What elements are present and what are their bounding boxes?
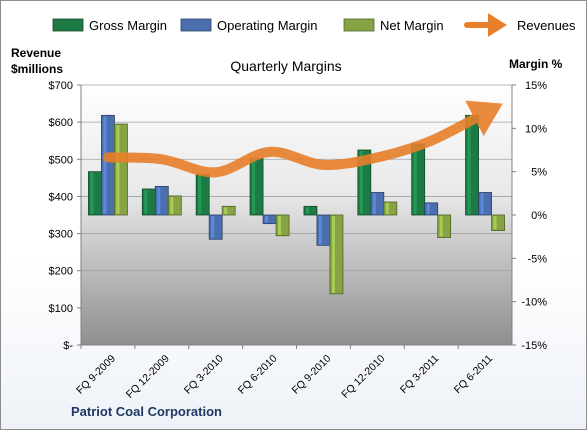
bar-operating-margin (154, 185, 169, 216)
left-tick-label: $500 (49, 154, 73, 166)
bar-highlight (467, 116, 471, 214)
bar-highlight (426, 203, 430, 214)
legend-label-operating-margin: Operating Margin (217, 18, 317, 33)
left-tick-label: $100 (49, 303, 73, 315)
bar-highlight (90, 172, 94, 214)
bar-net-margin (275, 214, 290, 237)
x-category-label: FQ 9-2010 (290, 353, 334, 397)
bar-highlight (198, 175, 202, 214)
left-tick-label: $600 (49, 117, 73, 129)
revenues-line (102, 100, 503, 178)
bar-highlight (493, 216, 497, 230)
revenue-line (102, 100, 503, 178)
legend-swatch-gross-margin (52, 18, 84, 32)
legend-label-gross-margin: Gross Margin (89, 18, 167, 33)
right-axis-label: Margin % (509, 57, 563, 71)
bar-highlight (224, 207, 228, 214)
left-tick-label: $- (63, 340, 73, 352)
x-category-label: FQ 3-2011 (398, 353, 442, 397)
legend-swatch-net-margin (343, 18, 375, 32)
left-axis-ticks: $700 $600 $500 $400 $300 $200 $100 $- (49, 80, 81, 352)
left-tick-label: $700 (49, 80, 73, 92)
right-tick-label: 5% (531, 167, 547, 179)
x-category-label: FQ 12-2010 (339, 353, 387, 401)
bar-operating-margin (370, 192, 385, 216)
bar-operating-margin (478, 192, 492, 216)
bar-highlight (252, 159, 256, 214)
bar-net-margin (221, 205, 236, 216)
right-tick-label: -5% (527, 253, 547, 265)
bar-net-margin (383, 201, 398, 216)
x-category-label: FQ 6-2010 (236, 353, 280, 397)
bar-highlight (157, 187, 161, 214)
bar-net-margin (437, 214, 452, 238)
bar-highlight (278, 216, 282, 235)
legend-label-net-margin: Net Margin (380, 18, 444, 33)
bar-highlight (413, 144, 417, 214)
bar-net-margin (329, 214, 344, 295)
left-tick-label: $400 (49, 191, 73, 203)
right-tick-label: 15% (525, 80, 547, 92)
x-category-label: FQ 3-2010 (182, 353, 226, 397)
left-tick-label: $200 (49, 266, 73, 278)
bar-gross-margin (88, 171, 102, 216)
right-tick-label: -15% (521, 340, 547, 352)
bar-operating-margin (101, 114, 115, 216)
legend-swatch-operating-margin (180, 18, 212, 32)
bar-highlight (318, 216, 322, 245)
bar-gross-margin (465, 114, 479, 216)
x-category-label: FQ 6-2011 (452, 353, 496, 397)
bar-highlight (211, 216, 215, 239)
bars (88, 114, 505, 295)
bar-gross-margin (141, 188, 156, 216)
bar-operating-margin (316, 214, 331, 246)
bar-highlight (439, 216, 443, 237)
bar-highlight (331, 216, 335, 293)
right-axis-ticks: 15% 10% 5% 0% -5% -10% -15% (512, 80, 547, 352)
bar-highlight (385, 203, 389, 214)
right-tick-label: 10% (525, 123, 547, 135)
bar-net-margin (491, 214, 505, 231)
left-axis-label-line2: $millions (11, 62, 63, 76)
bar-highlight (359, 151, 363, 214)
bar-highlight (265, 216, 269, 223)
bar-gross-margin (249, 158, 264, 216)
x-category-label: FQ 12-2009 (124, 353, 172, 401)
bar-operating-margin (208, 214, 223, 240)
company-name: Patriot Coal Corporation (71, 404, 222, 419)
bar-net-margin (167, 195, 182, 216)
bar-gross-margin (303, 205, 318, 216)
bar-highlight (372, 193, 376, 214)
right-tick-label: 0% (531, 210, 547, 222)
left-axis-label-line1: Revenue (11, 46, 61, 60)
bar-highlight (103, 116, 107, 214)
bar-highlight (170, 196, 174, 214)
bar-operating-margin (424, 202, 439, 216)
x-category-label: FQ 9-2009 (74, 353, 118, 397)
chart-title: Quarterly Margins (230, 58, 341, 74)
x-axis-categories: FQ 9-2009 FQ 12-2009 FQ 3-2010 FQ 6-2010 FQ … (74, 345, 495, 401)
legend: Gross Margin Operating Margin Net Margin Re… (52, 13, 576, 37)
bar-gross-margin (411, 143, 426, 216)
bar-operating-margin (262, 214, 277, 225)
bar-gross-margin (195, 173, 210, 216)
bar-net-margin (114, 123, 128, 216)
bar-highlight (480, 193, 484, 214)
bar-highlight (144, 190, 148, 214)
bar-highlight (305, 207, 309, 214)
right-tick-label: -10% (521, 297, 547, 309)
left-tick-label: $300 (49, 229, 73, 241)
bar-highlight (116, 125, 120, 214)
legend-label-revenues: Revenues (517, 18, 576, 33)
